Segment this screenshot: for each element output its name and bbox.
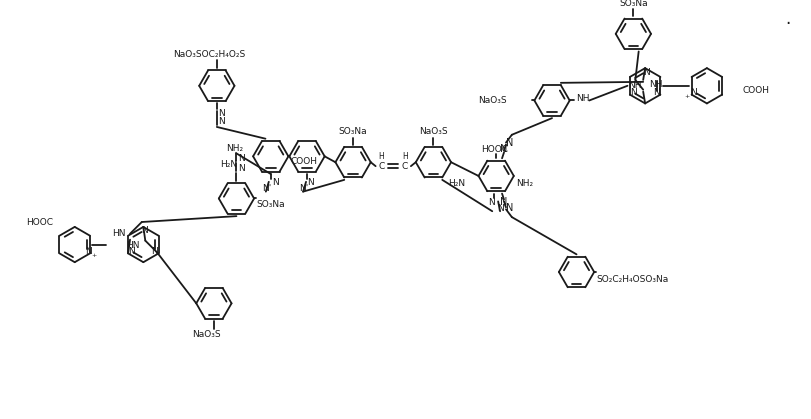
Text: N: N bbox=[85, 247, 92, 256]
Text: NH: NH bbox=[648, 80, 662, 89]
Text: N: N bbox=[141, 226, 148, 235]
Text: C: C bbox=[401, 162, 408, 171]
Text: .: . bbox=[784, 10, 790, 28]
Text: SO₂C₂H₄OSO₃Na: SO₂C₂H₄OSO₃Na bbox=[595, 275, 667, 285]
Text: SO₃Na: SO₃Na bbox=[618, 0, 647, 8]
Text: COOH: COOH bbox=[290, 157, 317, 166]
Text: N: N bbox=[500, 145, 507, 155]
Text: N': N' bbox=[497, 204, 506, 213]
Text: NaO₃S: NaO₃S bbox=[418, 127, 447, 136]
Text: NH: NH bbox=[627, 81, 641, 90]
Text: N: N bbox=[629, 88, 637, 97]
Text: N': N' bbox=[262, 184, 271, 193]
Text: N: N bbox=[151, 247, 158, 256]
Text: COOH: COOH bbox=[741, 86, 768, 95]
Text: N: N bbox=[500, 197, 507, 207]
Text: HN: HN bbox=[126, 241, 139, 250]
Text: NH₂: NH₂ bbox=[515, 179, 532, 188]
Text: +: + bbox=[92, 253, 97, 258]
Text: N: N bbox=[238, 154, 244, 163]
Text: SO₃Na: SO₃Na bbox=[338, 127, 367, 136]
Text: H: H bbox=[401, 152, 407, 161]
Text: NH₂: NH₂ bbox=[226, 144, 243, 153]
Text: NaO₃SOC₂H₄O₂S: NaO₃SOC₂H₄O₂S bbox=[173, 50, 245, 59]
Text: N: N bbox=[505, 137, 513, 147]
Text: HOOC: HOOC bbox=[26, 218, 53, 228]
Text: N: N bbox=[642, 67, 649, 77]
Text: N: N bbox=[307, 178, 314, 187]
Text: N: N bbox=[689, 88, 696, 97]
Text: NH: NH bbox=[576, 94, 590, 103]
Text: N: N bbox=[218, 116, 225, 126]
Text: N': N' bbox=[299, 184, 308, 193]
Text: +: + bbox=[684, 94, 689, 99]
Text: N: N bbox=[652, 88, 659, 97]
Text: N: N bbox=[218, 109, 225, 118]
Text: C: C bbox=[378, 162, 384, 171]
Text: N: N bbox=[272, 178, 279, 187]
Text: HOOC: HOOC bbox=[480, 145, 507, 154]
Text: N: N bbox=[128, 247, 135, 256]
Text: N: N bbox=[505, 203, 513, 213]
Text: SO₃Na: SO₃Na bbox=[255, 200, 285, 209]
Text: NaO₃S: NaO₃S bbox=[191, 330, 220, 339]
Text: H₂N: H₂N bbox=[447, 179, 464, 188]
Text: N: N bbox=[238, 163, 244, 173]
Text: HN: HN bbox=[113, 229, 126, 238]
Text: H₂N: H₂N bbox=[220, 160, 237, 169]
Text: H: H bbox=[378, 152, 384, 161]
Text: N: N bbox=[487, 198, 494, 207]
Text: NaO₃S: NaO₃S bbox=[478, 96, 506, 105]
